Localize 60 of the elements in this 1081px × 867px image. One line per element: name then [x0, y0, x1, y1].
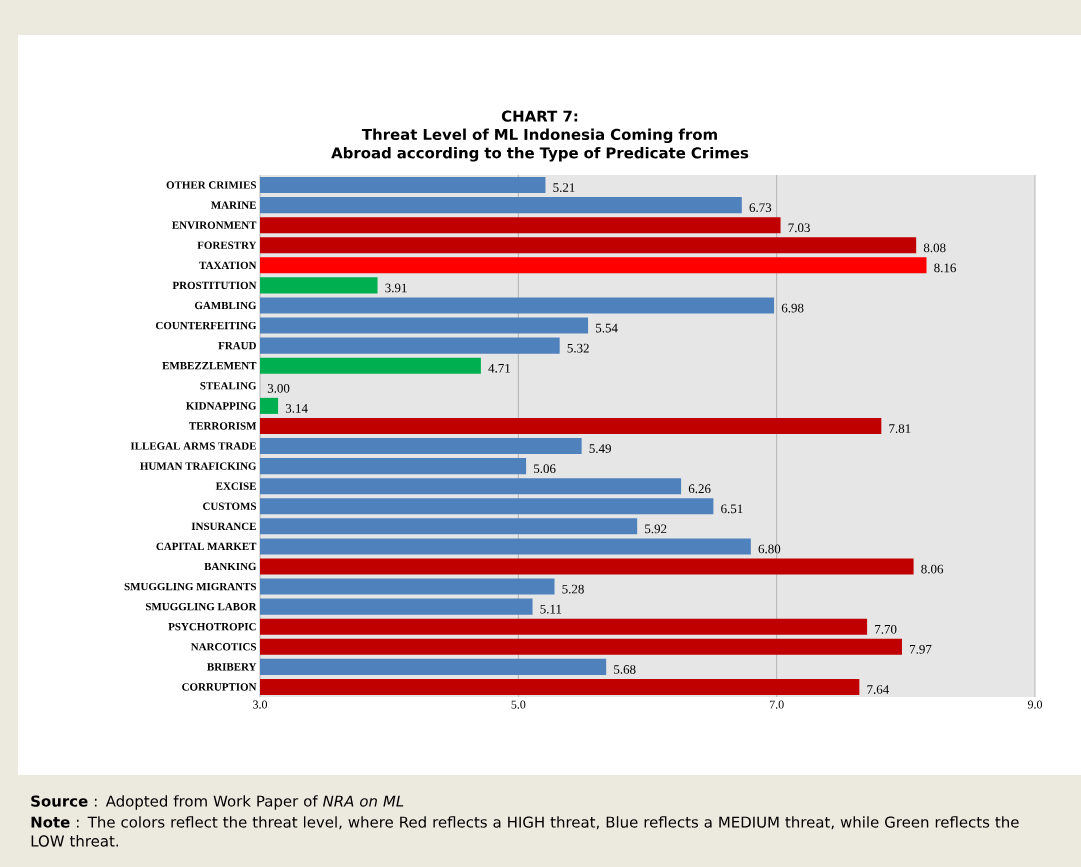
data-label: 6.26 [688, 484, 711, 494]
y-tick-label: OTHER CRIMIES [166, 181, 256, 189]
y-tick-label: INSURANCE [191, 522, 256, 531]
data-label: 5.06 [534, 464, 556, 474]
y-tick-label: SMUGGLING MIGRANTS [124, 582, 256, 591]
data-label: 4.71 [488, 363, 510, 373]
x-tick-label: 7.0 [769, 700, 784, 709]
y-tick-label: ENVIRONMENT [172, 221, 257, 229]
data-label: 6.73 [749, 203, 772, 213]
x-tick-label: 9.0 [1027, 700, 1043, 709]
chart-title: CHART 7: [501, 110, 578, 122]
data-label: 3.14 [285, 404, 308, 413]
y-tick-label: STEALING [200, 382, 257, 390]
y-tick-label: TERRORISM [189, 422, 257, 430]
data-label: 3.00 [267, 383, 290, 393]
data-label: 7.97 [910, 644, 932, 654]
y-tick-label: MARINE [211, 201, 256, 209]
y-tick-label: KIDNAPPING [186, 402, 257, 410]
data-label: 7.81 [889, 424, 911, 433]
data-label: 5.49 [589, 444, 611, 453]
text: Note : The colors reflect the threat level, where Red reflects a HIGH threat, Blue reflects a MEDIUM threat, while Green reflects the LOW threat. [31, 816, 1019, 847]
data-label: 6.80 [758, 544, 781, 554]
data-label: 5.54 [596, 323, 618, 333]
text: Source : Adopted from Work Paper of NRA on ML [31, 795, 404, 810]
y-tick-label: NARCOTICS [190, 643, 257, 651]
y-tick-label: PROSTITUTION [172, 281, 257, 290]
data-label: 8.08 [923, 243, 946, 253]
y-tick-label: CORRUPTION [182, 683, 257, 691]
data-label: 5.92 [645, 524, 667, 534]
y-tick-label: SMUGGLING LABOR [145, 602, 257, 611]
chart-subtitle: Threat Level of ML Indonesia Coming from Abroad according to the Type of Predicate Crimes [331, 128, 749, 162]
y-tick-label: CAPITAL MARKET [156, 542, 257, 551]
data-label: 5.11 [540, 604, 562, 614]
y-tick-label: ILLEGAL ARMS TRADE [130, 442, 256, 450]
data-label: 5.32 [567, 343, 589, 353]
y-tick-label: PSYCHOTROPIC [168, 623, 256, 631]
y-tick-label: GAMBLING [194, 301, 257, 310]
data-label: 6.51 [721, 504, 743, 514]
data-label: 8.06 [921, 564, 944, 574]
y-tick-label: EXCISE [215, 482, 256, 490]
y-tick-label: EMBEZZLEMENT [162, 362, 257, 370]
data-label: 6.98 [781, 303, 804, 313]
data-label: 7.64 [867, 685, 890, 694]
x-tick-label: 3.0 [253, 700, 268, 709]
data-label: 5.68 [614, 665, 636, 674]
y-tick-label: CUSTOMS [203, 502, 257, 510]
data-label: 7.70 [875, 624, 897, 634]
data-label: 3.91 [385, 283, 407, 293]
data-label: 5.21 [553, 183, 575, 192]
y-tick-label: FRAUD [218, 341, 256, 350]
y-tick-label: BRIBERY [207, 663, 257, 671]
y-tick-label: BANKING [204, 562, 257, 571]
y-tick-label: TAXATION [199, 261, 257, 270]
y-tick-label: FORESTRY [197, 241, 257, 249]
data-label: 8.16 [934, 263, 956, 273]
y-tick-label: HUMAN TRAFICKING [140, 462, 257, 470]
y-tick-label: COUNTERFEITING [155, 321, 257, 330]
x-tick-label: 5.0 [511, 700, 526, 709]
data-label: 5.28 [562, 584, 584, 594]
data-label: 7.03 [788, 223, 810, 233]
